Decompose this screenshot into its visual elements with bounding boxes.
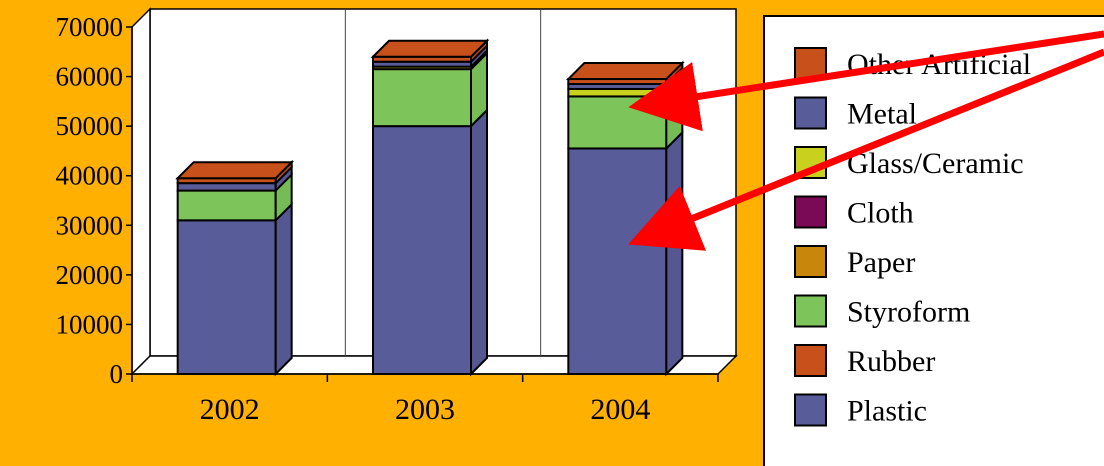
- bar-segment: [567, 95, 668, 150]
- bar-segment: [567, 147, 668, 375]
- legend-swatch: [794, 96, 827, 130]
- legend-swatch: [794, 294, 827, 328]
- bar-top: [565, 62, 685, 81]
- x-tick-label: 2003: [395, 393, 455, 426]
- side-wall: [131, 7, 151, 376]
- bar-segment: [176, 219, 277, 375]
- annotation-arrows: [628, 30, 1104, 251]
- bar-segment: [176, 189, 277, 222]
- y-tick-label: 0: [110, 359, 124, 389]
- bar-stack-2004: [565, 60, 685, 377]
- y-tick-label: 60000: [56, 62, 124, 92]
- legend-label: Plastic: [847, 395, 927, 428]
- x-tick-label: 2002: [200, 393, 260, 426]
- legend-label: Cloth: [847, 197, 914, 230]
- annotation-arrow: [628, 48, 1104, 251]
- legend-label: Rubber: [847, 345, 935, 378]
- bar-segment: [372, 125, 472, 376]
- legend: Other Artificial Metal Glass/Ceramic Cloth P…: [763, 15, 1104, 466]
- legend-label: Other Artificial: [847, 48, 1031, 81]
- y-tick-label: 50000: [56, 111, 124, 141]
- legend-swatch: [794, 47, 827, 80]
- bar-segment-side: [470, 107, 488, 377]
- bar-segment: [567, 87, 668, 98]
- legend-label: Paper: [847, 246, 915, 279]
- y-tick-label: 20000: [56, 260, 124, 290]
- legend-label: Styroform: [847, 296, 970, 329]
- y-tick-label: 70000: [56, 12, 124, 42]
- legend-label: Glass/Ceramic: [847, 147, 1024, 180]
- bar-segment: [372, 68, 472, 128]
- bar-top: [370, 39, 490, 58]
- x-tick-label: 2004: [590, 393, 650, 426]
- legend-box: [763, 15, 1104, 466]
- legend-swatch: [794, 245, 827, 278]
- legend-swatch: [794, 344, 827, 377]
- axes: 0 10000 20000 30000 40000 50000 60000 70000 2002…: [56, 12, 719, 426]
- y-tick-label: 30000: [56, 210, 124, 240]
- legend-swatch: [794, 195, 827, 229]
- bar-segment-side: [274, 201, 293, 377]
- y-tick-label: 40000: [56, 161, 124, 191]
- bar-segment: [176, 182, 277, 192]
- bar-segment-side: [665, 130, 684, 377]
- legend-label: Metal: [847, 98, 917, 131]
- bar-top: [175, 161, 295, 180]
- bar-stack-2002: [175, 159, 295, 377]
- y-tick-label: 10000: [56, 309, 124, 339]
- bar-stack-2003: [370, 38, 490, 377]
- legend-swatch: [794, 393, 827, 427]
- annotation-arrow: [628, 30, 1104, 132]
